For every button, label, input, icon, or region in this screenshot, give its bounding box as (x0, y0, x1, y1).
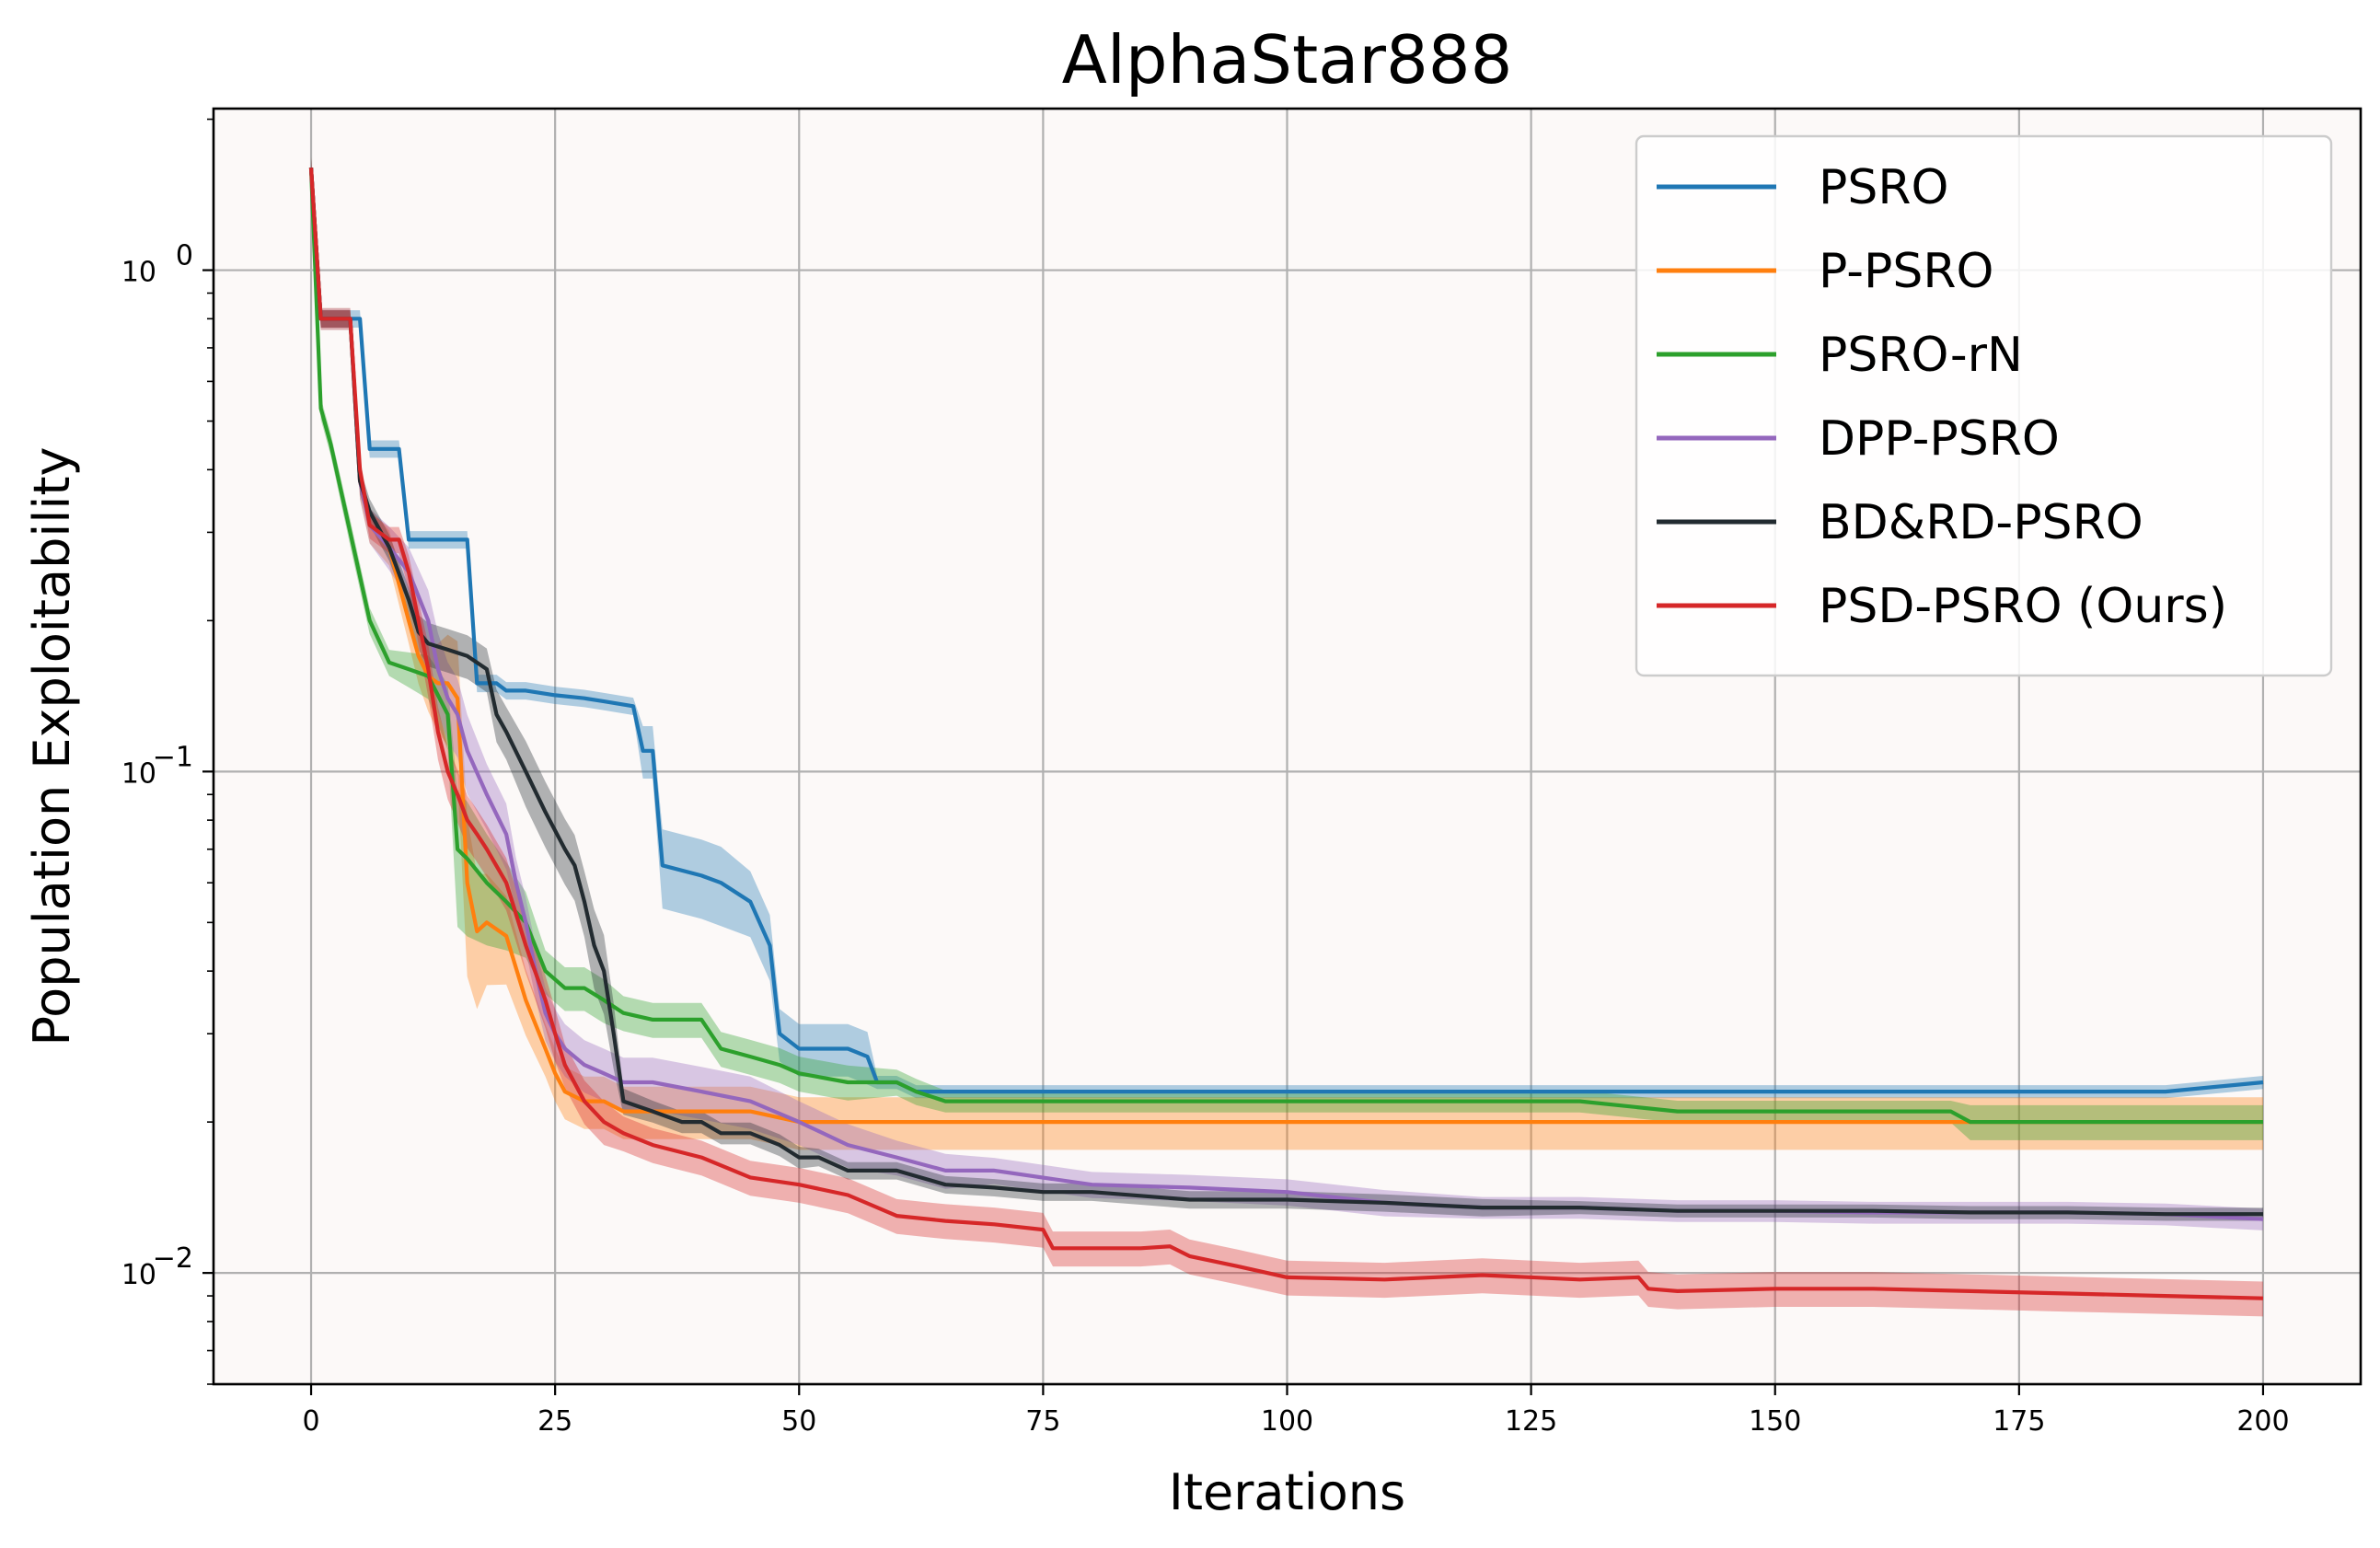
legend-label: PSRO-rN (1819, 328, 2023, 383)
legend-item-dpp-psro: DPP-PSRO (1657, 411, 2060, 467)
x-tick-label: 200 (2236, 1405, 2289, 1438)
series-lines (308, 168, 2264, 1300)
legend-label: DPP-PSRO (1819, 411, 2060, 467)
y-tick-exponent: −1 (153, 741, 193, 773)
line-psd-psro-ours (308, 168, 2264, 1300)
grid (214, 109, 2361, 1384)
legend-item-bd-rd-psro: BD&RD-PSRO (1657, 495, 2143, 550)
x-tick-label: 175 (1993, 1405, 2045, 1438)
legend-item-psro-rn: PSRO-rN (1657, 328, 2023, 383)
chart-title: AlphaStar888 (1062, 21, 1513, 98)
legend-item-psro: PSRO (1657, 160, 1948, 215)
y-tick-exponent: 0 (176, 240, 193, 272)
x-axis-title: Iterations (1169, 1463, 1405, 1521)
legend-label: PSD-PSRO (Ours) (1819, 579, 2227, 634)
legend-label: BD&RD-PSRO (1819, 495, 2143, 550)
x-tick-label: 0 (302, 1405, 319, 1438)
y-axis-title: Population Exploitability (23, 447, 81, 1046)
legend-item-p-psro: P-PSRO (1657, 244, 1993, 299)
x-tick-label: 125 (1505, 1405, 1557, 1438)
x-tick-label: 25 (537, 1405, 572, 1438)
y-tick-label: 10 (121, 757, 156, 790)
y-tick-exponent: −2 (153, 1242, 193, 1275)
legend: PSRO P-PSRO PSRO-rN DPP-PSRO BD&RD-PSRO PSD-P… (1635, 134, 2333, 677)
legend-item-psd-psro-ours: PSD-PSRO (Ours) (1657, 579, 2227, 634)
line-psro (308, 168, 2264, 1094)
x-tick-label: 150 (1749, 1405, 1801, 1438)
legend-label: P-PSRO (1819, 244, 1993, 299)
x-tick-label: 75 (1025, 1405, 1060, 1438)
legend-label: PSRO (1819, 160, 1948, 215)
x-tick-label: 100 (1261, 1405, 1313, 1438)
x-tick-label: 50 (781, 1405, 816, 1438)
y-tick-label: 10 (121, 257, 156, 289)
legend-box (1635, 134, 2333, 677)
y-tick-label: 10 (121, 1259, 156, 1291)
